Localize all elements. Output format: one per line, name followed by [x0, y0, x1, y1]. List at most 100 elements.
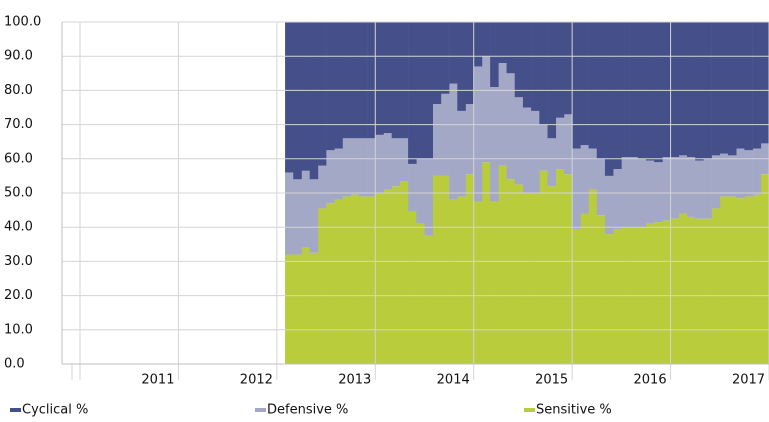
area-step [522, 22, 532, 108]
area-step [752, 22, 762, 149]
area-step [670, 157, 680, 219]
area-step [547, 186, 557, 364]
area-step [498, 165, 507, 364]
area-step [572, 228, 581, 364]
area-step [440, 175, 450, 364]
area-step [531, 22, 540, 111]
area-step [440, 22, 450, 94]
area-step [424, 235, 434, 364]
area-step [596, 158, 606, 216]
area-step [555, 169, 565, 364]
area-step [350, 22, 360, 139]
area-step [326, 203, 335, 364]
legend-swatch [255, 408, 266, 412]
area-step [613, 169, 622, 229]
area-step [293, 22, 302, 180]
area-step [645, 160, 655, 224]
area-step [662, 157, 671, 221]
area-step [309, 22, 319, 180]
area-step [703, 158, 712, 219]
area-step [514, 22, 524, 98]
area-step [375, 193, 384, 364]
x-tick-label: 2014 [437, 373, 470, 388]
area-step [449, 83, 458, 200]
area-step [342, 196, 351, 364]
area-step [342, 138, 351, 197]
area-step [588, 189, 598, 364]
area-step [399, 22, 409, 139]
legend-label: Cyclical % [22, 403, 88, 418]
area-step [473, 201, 483, 364]
area-step [736, 22, 745, 149]
area-step [727, 22, 737, 156]
area-step [465, 174, 475, 364]
area-step [629, 22, 639, 158]
x-tick-label: 2013 [338, 373, 371, 388]
area-step [604, 175, 614, 235]
area-step [481, 56, 491, 163]
y-tick-label: 40.0 [4, 220, 33, 235]
area-step [654, 222, 663, 364]
area-step [465, 104, 475, 175]
area-step [563, 22, 573, 115]
area-step [490, 22, 499, 87]
area-step [301, 22, 310, 171]
y-tick-label: 0.0 [4, 357, 25, 372]
area-step [744, 22, 753, 151]
area-step [555, 117, 565, 170]
area-step [752, 194, 762, 364]
area-step [498, 63, 507, 166]
y-tick-label: 10.0 [4, 322, 33, 337]
area-step [391, 138, 401, 187]
area-step [367, 22, 376, 139]
area-step [711, 22, 721, 156]
area-step [736, 148, 745, 199]
area-step [334, 199, 343, 364]
grid [61, 21, 769, 380]
area-step [375, 22, 384, 135]
area-step [686, 216, 696, 364]
y-tick-label: 80.0 [4, 83, 33, 98]
area-step [572, 22, 581, 149]
area-step [711, 155, 721, 209]
area-step [580, 22, 589, 146]
area-step [719, 196, 729, 364]
area-step [391, 186, 401, 364]
x-tick-label: 2011 [141, 373, 174, 388]
area-step [588, 148, 598, 190]
area-step [326, 150, 335, 204]
area-step [383, 22, 392, 134]
area-step [555, 22, 565, 118]
y-tick-label: 50.0 [4, 186, 33, 201]
legend-swatch [10, 408, 21, 412]
area-step [490, 201, 499, 364]
area-step [727, 196, 737, 364]
area-step [358, 138, 368, 197]
area-step [481, 162, 491, 364]
area-step [449, 199, 458, 364]
area-step [293, 254, 302, 364]
area-step [760, 22, 769, 144]
area-step [719, 153, 729, 197]
area-step [678, 213, 688, 364]
area-step [301, 170, 310, 248]
x-tick-label: 2012 [240, 373, 273, 388]
area-step [367, 196, 376, 364]
area-step [457, 22, 466, 111]
area-step [760, 174, 769, 364]
area-step [596, 215, 606, 364]
area-step [457, 110, 466, 197]
area-step [317, 165, 327, 209]
y-tick-label: 100.0 [4, 15, 41, 30]
area-step [375, 134, 384, 193]
area-step [514, 184, 524, 364]
x-tick-label: 2016 [634, 373, 667, 388]
area-step [301, 247, 310, 364]
area-step [285, 254, 294, 364]
area-step [645, 223, 655, 364]
area-step [293, 179, 302, 255]
area-step [506, 73, 516, 180]
area-step [432, 22, 442, 105]
area-step [695, 218, 704, 364]
